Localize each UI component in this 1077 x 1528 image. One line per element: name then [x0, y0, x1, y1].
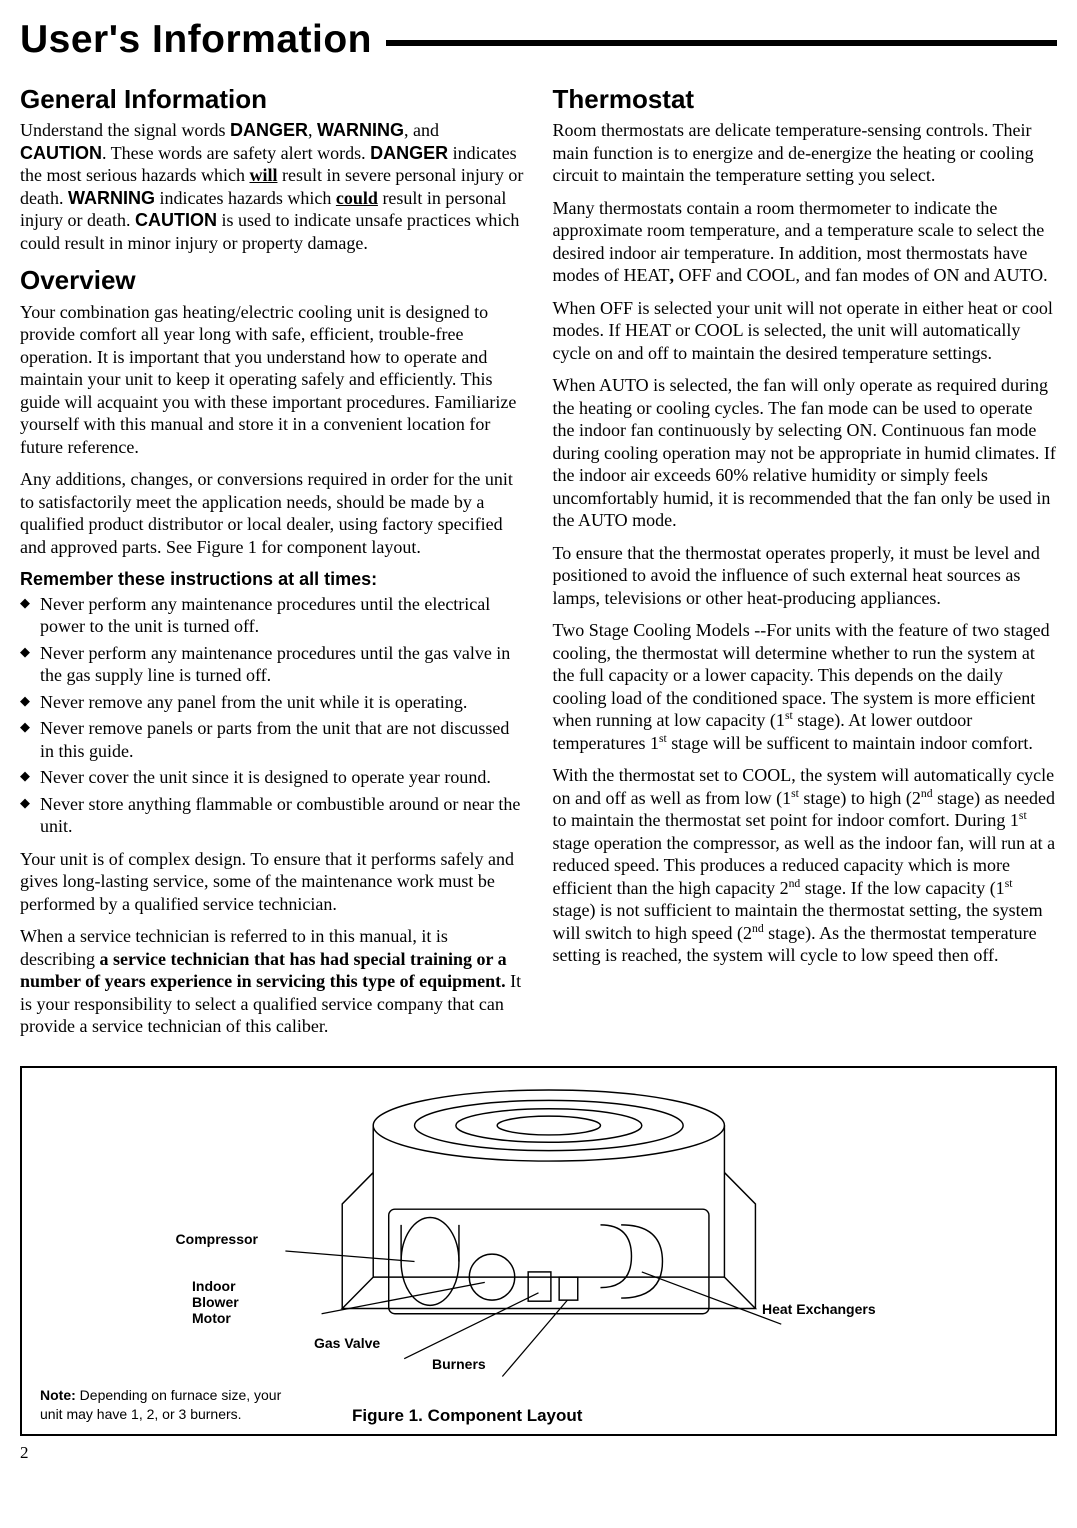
list-item: Never remove any panel from the unit whi…	[20, 691, 525, 714]
thermo-p4: When AUTO is selected, the fan will only…	[553, 374, 1058, 532]
page-main-title: User's Information	[20, 16, 1057, 65]
remember-heading: Remember these instructions at all times…	[20, 568, 525, 591]
para-complex: Your unit is of complex design. To ensur…	[20, 848, 525, 916]
para-overview-2: Any additions, changes, or conversions r…	[20, 468, 525, 558]
list-item: Never store anything flammable or combus…	[20, 793, 525, 838]
heading-thermostat: Thermostat	[553, 83, 1058, 116]
remember-list: Never perform any maintenance procedures…	[20, 593, 525, 838]
right-column: Thermostat Room thermostats are delicate…	[553, 73, 1058, 1048]
figure-1-svg	[22, 1068, 1055, 1434]
page-number: 2	[20, 1442, 1057, 1463]
figure-note-bold: Note:	[40, 1387, 76, 1403]
list-item: Never perform any maintenance procedures…	[20, 593, 525, 638]
para-general: Understand the signal words DANGER, WARN…	[20, 119, 525, 254]
thermo-p7: With the thermostat set to COOL, the sys…	[553, 764, 1058, 967]
figure-1-box: Compressor Indoor Blower Motor Gas Valve…	[20, 1066, 1057, 1436]
heading-general-information: General Information	[20, 83, 525, 116]
label-burners: Burners	[432, 1356, 486, 1374]
list-item: Never cover the unit since it is designe…	[20, 766, 525, 789]
figure-caption: Figure 1. Component Layout	[352, 1405, 582, 1426]
left-column: General Information Understand the signa…	[20, 73, 525, 1048]
para-technician: When a service technician is referred to…	[20, 925, 525, 1038]
page-main-title-text: User's Information	[20, 16, 372, 65]
thermo-p6: Two Stage Cooling Models --For units wit…	[553, 619, 1058, 754]
thermo-p2: Many thermostats contain a room thermome…	[553, 197, 1058, 287]
title-rule	[386, 40, 1057, 46]
para-overview-1: Your combination gas heating/electric co…	[20, 301, 525, 459]
figure-note-text: Depending on furnace size, your unit may…	[40, 1387, 281, 1422]
list-item: Never remove panels or parts from the un…	[20, 717, 525, 762]
figure-note: Note: Depending on furnace size, your un…	[40, 1386, 300, 1424]
label-indoor-blower-motor: Indoor Blower Motor	[192, 1278, 262, 1326]
two-column-layout: General Information Understand the signa…	[20, 73, 1057, 1048]
heading-overview: Overview	[20, 264, 525, 297]
thermo-p3: When OFF is selected your unit will not …	[553, 297, 1058, 365]
list-item: Never perform any maintenance procedures…	[20, 642, 525, 687]
label-gas-valve: Gas Valve	[314, 1335, 380, 1353]
thermo-p1: Room thermostats are delicate temperatur…	[553, 119, 1058, 187]
label-heat-exchangers: Heat Exchangers	[762, 1301, 876, 1319]
thermo-p5: To ensure that the thermostat operates p…	[553, 542, 1058, 610]
label-compressor: Compressor	[158, 1231, 258, 1249]
